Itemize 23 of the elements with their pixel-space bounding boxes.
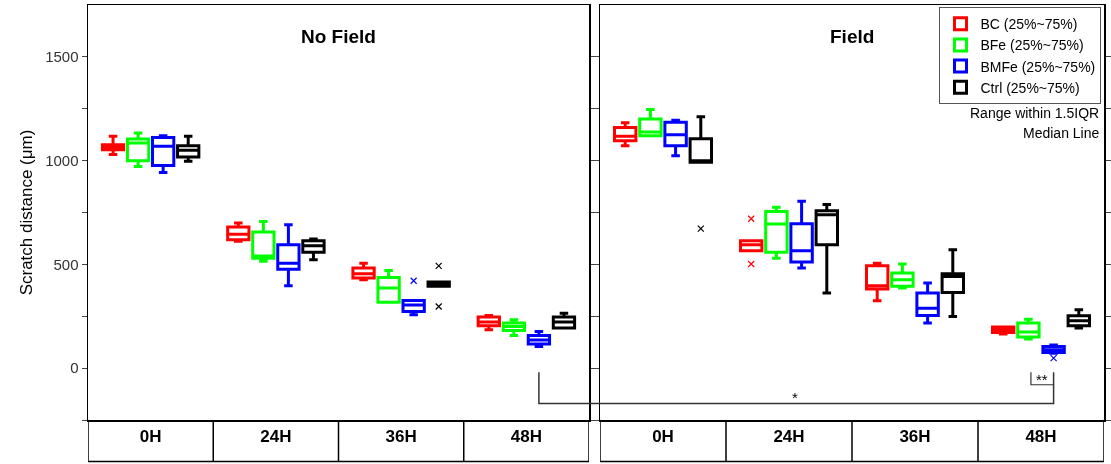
y-tick-label: 1500 [45,48,79,66]
x-tick-label: 48H [1025,426,1057,446]
legend-label: BMFe (25%~75%) [980,58,1096,75]
x-tick-label: 24H [773,426,805,446]
annotation: Median Line [1023,125,1100,141]
annotation: ** [1036,371,1048,388]
y-tick-label: 0 [70,359,79,377]
legend-label: BFe (25%~75%) [980,37,1084,54]
legend-label: Ctrl (25%~75%) [980,79,1080,96]
y-tick-label: 500 [53,255,79,273]
x-tick-label: 0H [139,426,162,446]
y-axis-title: Scratch distance (μm) [16,129,36,296]
text: Field [830,26,875,47]
x-tick-label: 24H [260,426,292,446]
x-tick-label: 36H [899,426,931,446]
x-tick-label: 0H [652,426,674,446]
annotation: Range within 1.5IQR [970,105,1100,121]
legend-label: BC (25%~75%) [980,16,1078,33]
y-tick-label: 1000 [45,151,79,169]
annotation: * [792,389,798,406]
text: No Field [301,26,376,47]
x-tick-label: 48H [510,426,542,446]
x-tick-label: 36H [385,426,417,446]
